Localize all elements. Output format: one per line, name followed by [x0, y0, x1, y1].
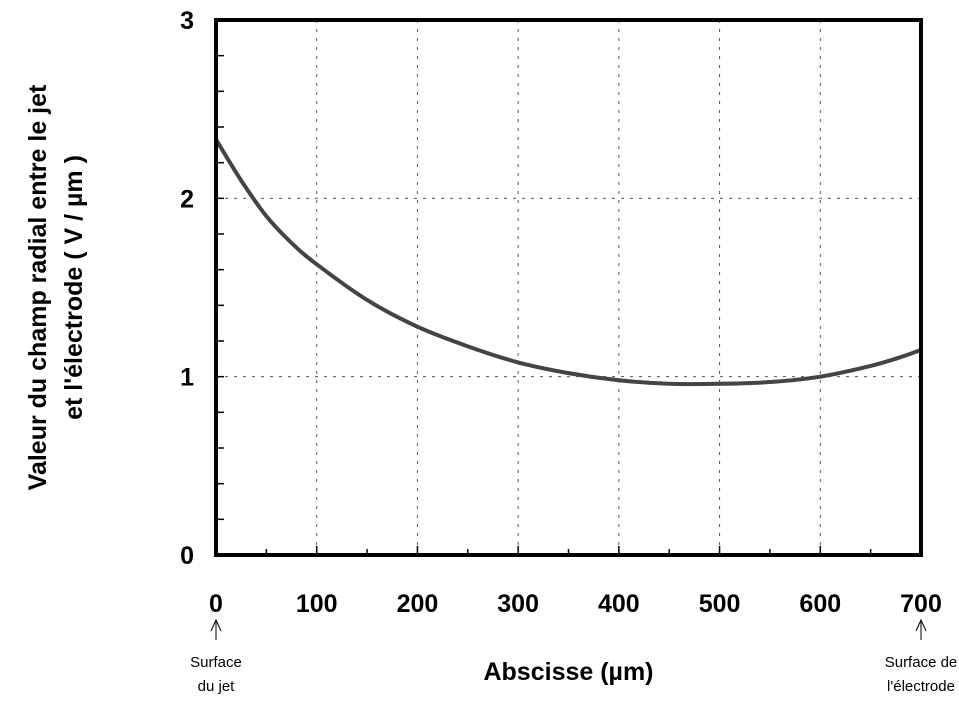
up-arrow-icon — [915, 618, 927, 632]
y-tick-label: 1 — [180, 364, 194, 392]
x-tick-label: 700 — [900, 590, 942, 618]
up-arrow-icon — [210, 618, 222, 632]
x-axis-title: Abscisse (µm) — [483, 658, 653, 686]
y-axis-title: Valeur du champ radial entre le jet et l… — [24, 84, 88, 490]
x-tick-label: 200 — [397, 590, 439, 618]
annotation-1: Surface de l'électrode — [885, 618, 958, 695]
y-axis-title-line-1: Valeur du champ radial entre le jet — [24, 84, 52, 490]
minor-ticks — [215, 19, 922, 556]
plot-frame — [214, 18, 923, 557]
x-tick-label: 500 — [699, 590, 741, 618]
x-tick-label: 100 — [296, 590, 338, 618]
series-layer — [214, 137, 923, 387]
annotation-text: Surface de — [885, 654, 958, 671]
annotation-text: l'électrode — [887, 678, 955, 695]
annotation-0: Surface du jet — [190, 618, 242, 695]
y-axis-title-line-2: et l'électrode ( V / µm ) — [60, 155, 88, 420]
y-tick-label: 2 — [180, 185, 194, 213]
x-tick-labels: 0 100 200 300 400 500 600 700 — [209, 590, 942, 618]
annotation-text: du jet — [198, 678, 236, 695]
annotations: Surface du jet Surface de l'électrode — [190, 618, 958, 695]
x-tick-label: 600 — [799, 590, 841, 618]
annotation-text: Surface — [190, 654, 242, 671]
series-line-0 — [214, 137, 923, 387]
y-tick-label: 0 — [180, 542, 194, 570]
grid-lines — [216, 20, 921, 555]
y-tick-label: 3 — [180, 7, 194, 35]
x-tick-label: 400 — [598, 590, 640, 618]
x-tick-label: 300 — [497, 590, 539, 618]
y-tick-labels: 0 1 2 3 — [180, 7, 194, 570]
x-tick-label: 0 — [209, 590, 223, 618]
